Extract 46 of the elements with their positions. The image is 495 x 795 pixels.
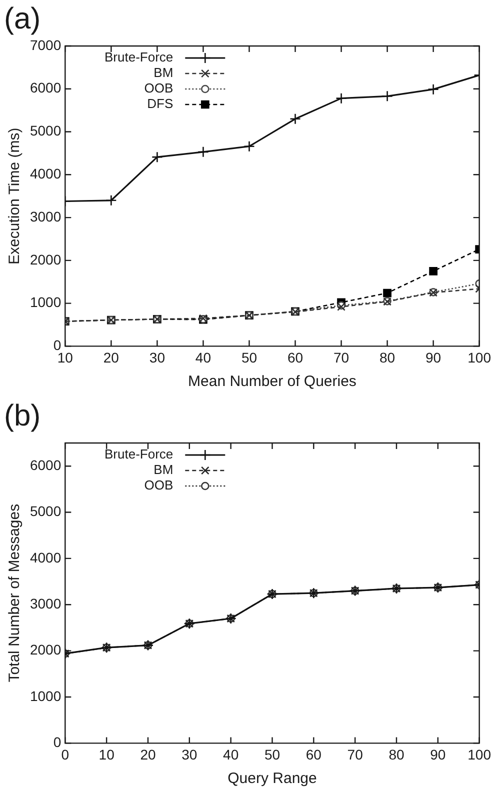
legend-label: BM [154,65,174,80]
y-tick-label: 0 [53,734,62,750]
y-tick-label: 6000 [30,80,62,96]
x-tick-label: 80 [379,349,396,366]
x-tick-label: 50 [264,746,280,762]
x-tick-label: 100 [468,746,492,762]
x-tick-label: 20 [103,349,120,366]
x-tick-label: 60 [306,746,322,762]
x-axis-title: Mean Number of Queries [188,373,356,390]
y-tick-label: 1000 [30,688,62,704]
y-tick-label: 4000 [30,166,62,182]
x-tick-label: 40 [223,746,239,762]
y-tick-label: 4000 [30,549,62,566]
y-tick-label: 3000 [30,596,62,612]
y-tick-label: 2000 [30,251,62,268]
y-tick-label: 6000 [30,456,62,473]
x-tick-label: 100 [468,349,492,366]
y-tick-label: 1000 [30,294,62,310]
x-tick-label: 70 [333,349,350,366]
legend-label: OOB [144,478,174,493]
y-tick-label: 5000 [30,122,62,139]
x-axis-title: Query Range [228,770,317,788]
x-tick-label: 70 [347,746,364,762]
legend-label: DFS [147,96,174,112]
legend-label: Brute-Force [104,50,174,65]
y-tick-label: 3000 [30,208,62,224]
x-tick-label: 80 [388,746,404,762]
x-tick-label: 30 [149,349,166,366]
y-axis-title: Total Number of Messages [6,504,24,682]
x-tick-label: 10 [98,746,115,762]
y-tick-label: 5000 [30,503,62,520]
chart-title: (a) [4,2,41,36]
y-tick-label: 7000 [30,36,62,53]
legend-label: BM [154,462,174,478]
x-tick-label: 30 [182,746,198,762]
x-tick-label: 60 [287,349,304,366]
y-axis-title: Execution Time (ms) [6,128,24,264]
x-tick-label: 40 [195,349,212,366]
x-tick-label: 50 [241,349,258,366]
x-tick-label: 90 [430,746,446,762]
legend-label: OOB [144,80,174,96]
legend-label: Brute-Force [104,446,174,462]
y-tick-label: 2000 [30,642,62,658]
x-tick-label: 90 [426,349,442,366]
chart-title: (b) [4,399,41,432]
x-tick-label: 20 [140,746,156,762]
